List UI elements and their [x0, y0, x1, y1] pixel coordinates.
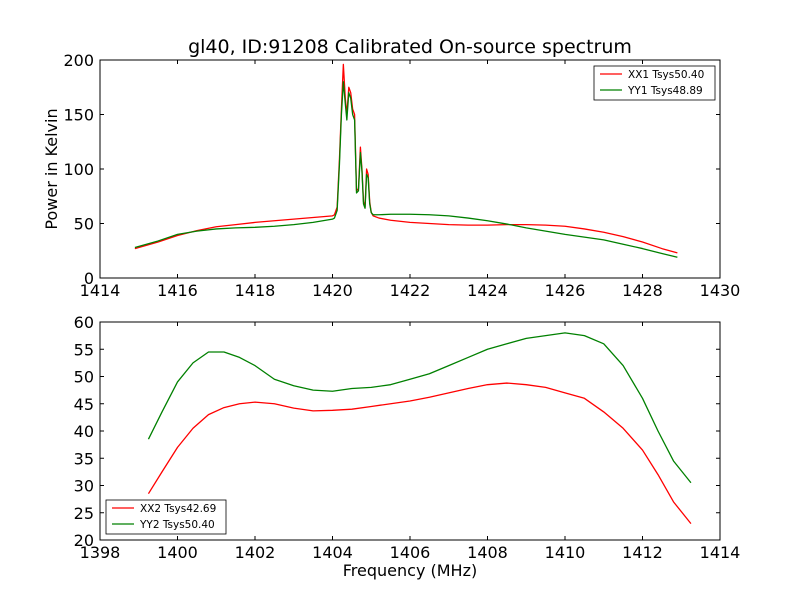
bottom-xtick-label: 1398: [80, 543, 121, 562]
top-chart-title: gl40, ID:91208 Calibrated On-source spec…: [188, 36, 632, 58]
top-chart-ticks: 1414 1416 1418 1420 1422 1424 1426 1428 1430 0 50 1…: [63, 51, 740, 300]
top-xtick-label: 1414: [80, 281, 121, 300]
bottom-chart-ticks: 1398 1400 1402 1404 1406 1408 1410 1412 1414 20 25…: [74, 313, 741, 562]
top-legend-box: [593, 65, 716, 101]
bottom-ytick-label: 60: [74, 313, 94, 332]
bottom-xtick-label: 1412: [622, 543, 663, 562]
bottom-chart-legend: XX2 Tsys42.69 YY2 Tsys50.40: [105, 499, 227, 535]
bottom-legend-label-xx2: XX2 Tsys42.69: [140, 503, 216, 515]
top-legend-label-xx1: XX1 Tsys50.40: [628, 69, 704, 81]
bottom-ytick-label: 20: [74, 531, 94, 550]
top-ytick-label: 0: [84, 269, 94, 288]
bottom-xtick-label: 1404: [312, 543, 353, 562]
top-ytick-label: 50: [74, 215, 94, 234]
top-chart-legend: XX1 Tsys50.40 YY1 Tsys48.89: [593, 65, 716, 101]
top-legend-label-yy1: YY1 Tsys48.89: [627, 85, 703, 97]
bottom-xtick-label: 1414: [700, 543, 741, 562]
top-spectrum-chart: gl40, ID:91208 Calibrated On-source spec…: [42, 36, 740, 300]
top-ytick-label: 150: [63, 106, 94, 125]
top-ytick-label: 100: [63, 160, 94, 179]
top-xtick-label: 1420: [312, 281, 353, 300]
top-series-line-1: [134, 81, 678, 258]
top-xtick-label: 1426: [545, 281, 586, 300]
bottom-legend-box: [105, 499, 227, 535]
bottom-xtick-label: 1406: [390, 543, 431, 562]
bottom-ytick-label: 35: [74, 449, 94, 468]
bottom-ytick-label: 25: [74, 504, 94, 523]
bottom-xtick-label: 1402: [235, 543, 276, 562]
bottom-xtick-label: 1400: [157, 543, 198, 562]
top-xtick-label: 1418: [235, 281, 276, 300]
top-xtick-label: 1422: [390, 281, 431, 300]
top-chart-frame: [99, 59, 721, 279]
bottom-ytick-label: 30: [74, 477, 94, 496]
bottom-ytick-label: 55: [74, 340, 94, 359]
bottom-series-line-0: [147, 382, 692, 525]
top-xtick-label: 1424: [467, 281, 508, 300]
bottom-legend-label-yy2: YY2 Tsys50.40: [139, 519, 215, 531]
bottom-ytick-label: 45: [74, 395, 94, 414]
top-chart-series: [134, 63, 678, 258]
top-xtick-label: 1430: [700, 281, 741, 300]
top-chart-ylabel: Power in Kelvin: [42, 108, 61, 229]
bottom-xtick-label: 1410: [545, 543, 586, 562]
top-ytick-label: 200: [63, 51, 94, 70]
top-xtick-label: 1416: [157, 281, 198, 300]
top-xtick-label: 1428: [622, 281, 663, 300]
bottom-xtick-label: 1408: [467, 543, 508, 562]
bottom-ytick-label: 40: [74, 422, 94, 441]
bottom-ytick-label: 50: [74, 368, 94, 387]
bottom-series-line-1: [147, 332, 692, 484]
bottom-chart-xlabel: Frequency (MHz): [343, 561, 477, 580]
bottom-chart-series: [147, 332, 692, 525]
bottom-spectrum-chart: 1398 1400 1402 1404 1406 1408 1410 1412 1414 20 25…: [74, 313, 741, 580]
bottom-chart-frame: [99, 321, 721, 541]
